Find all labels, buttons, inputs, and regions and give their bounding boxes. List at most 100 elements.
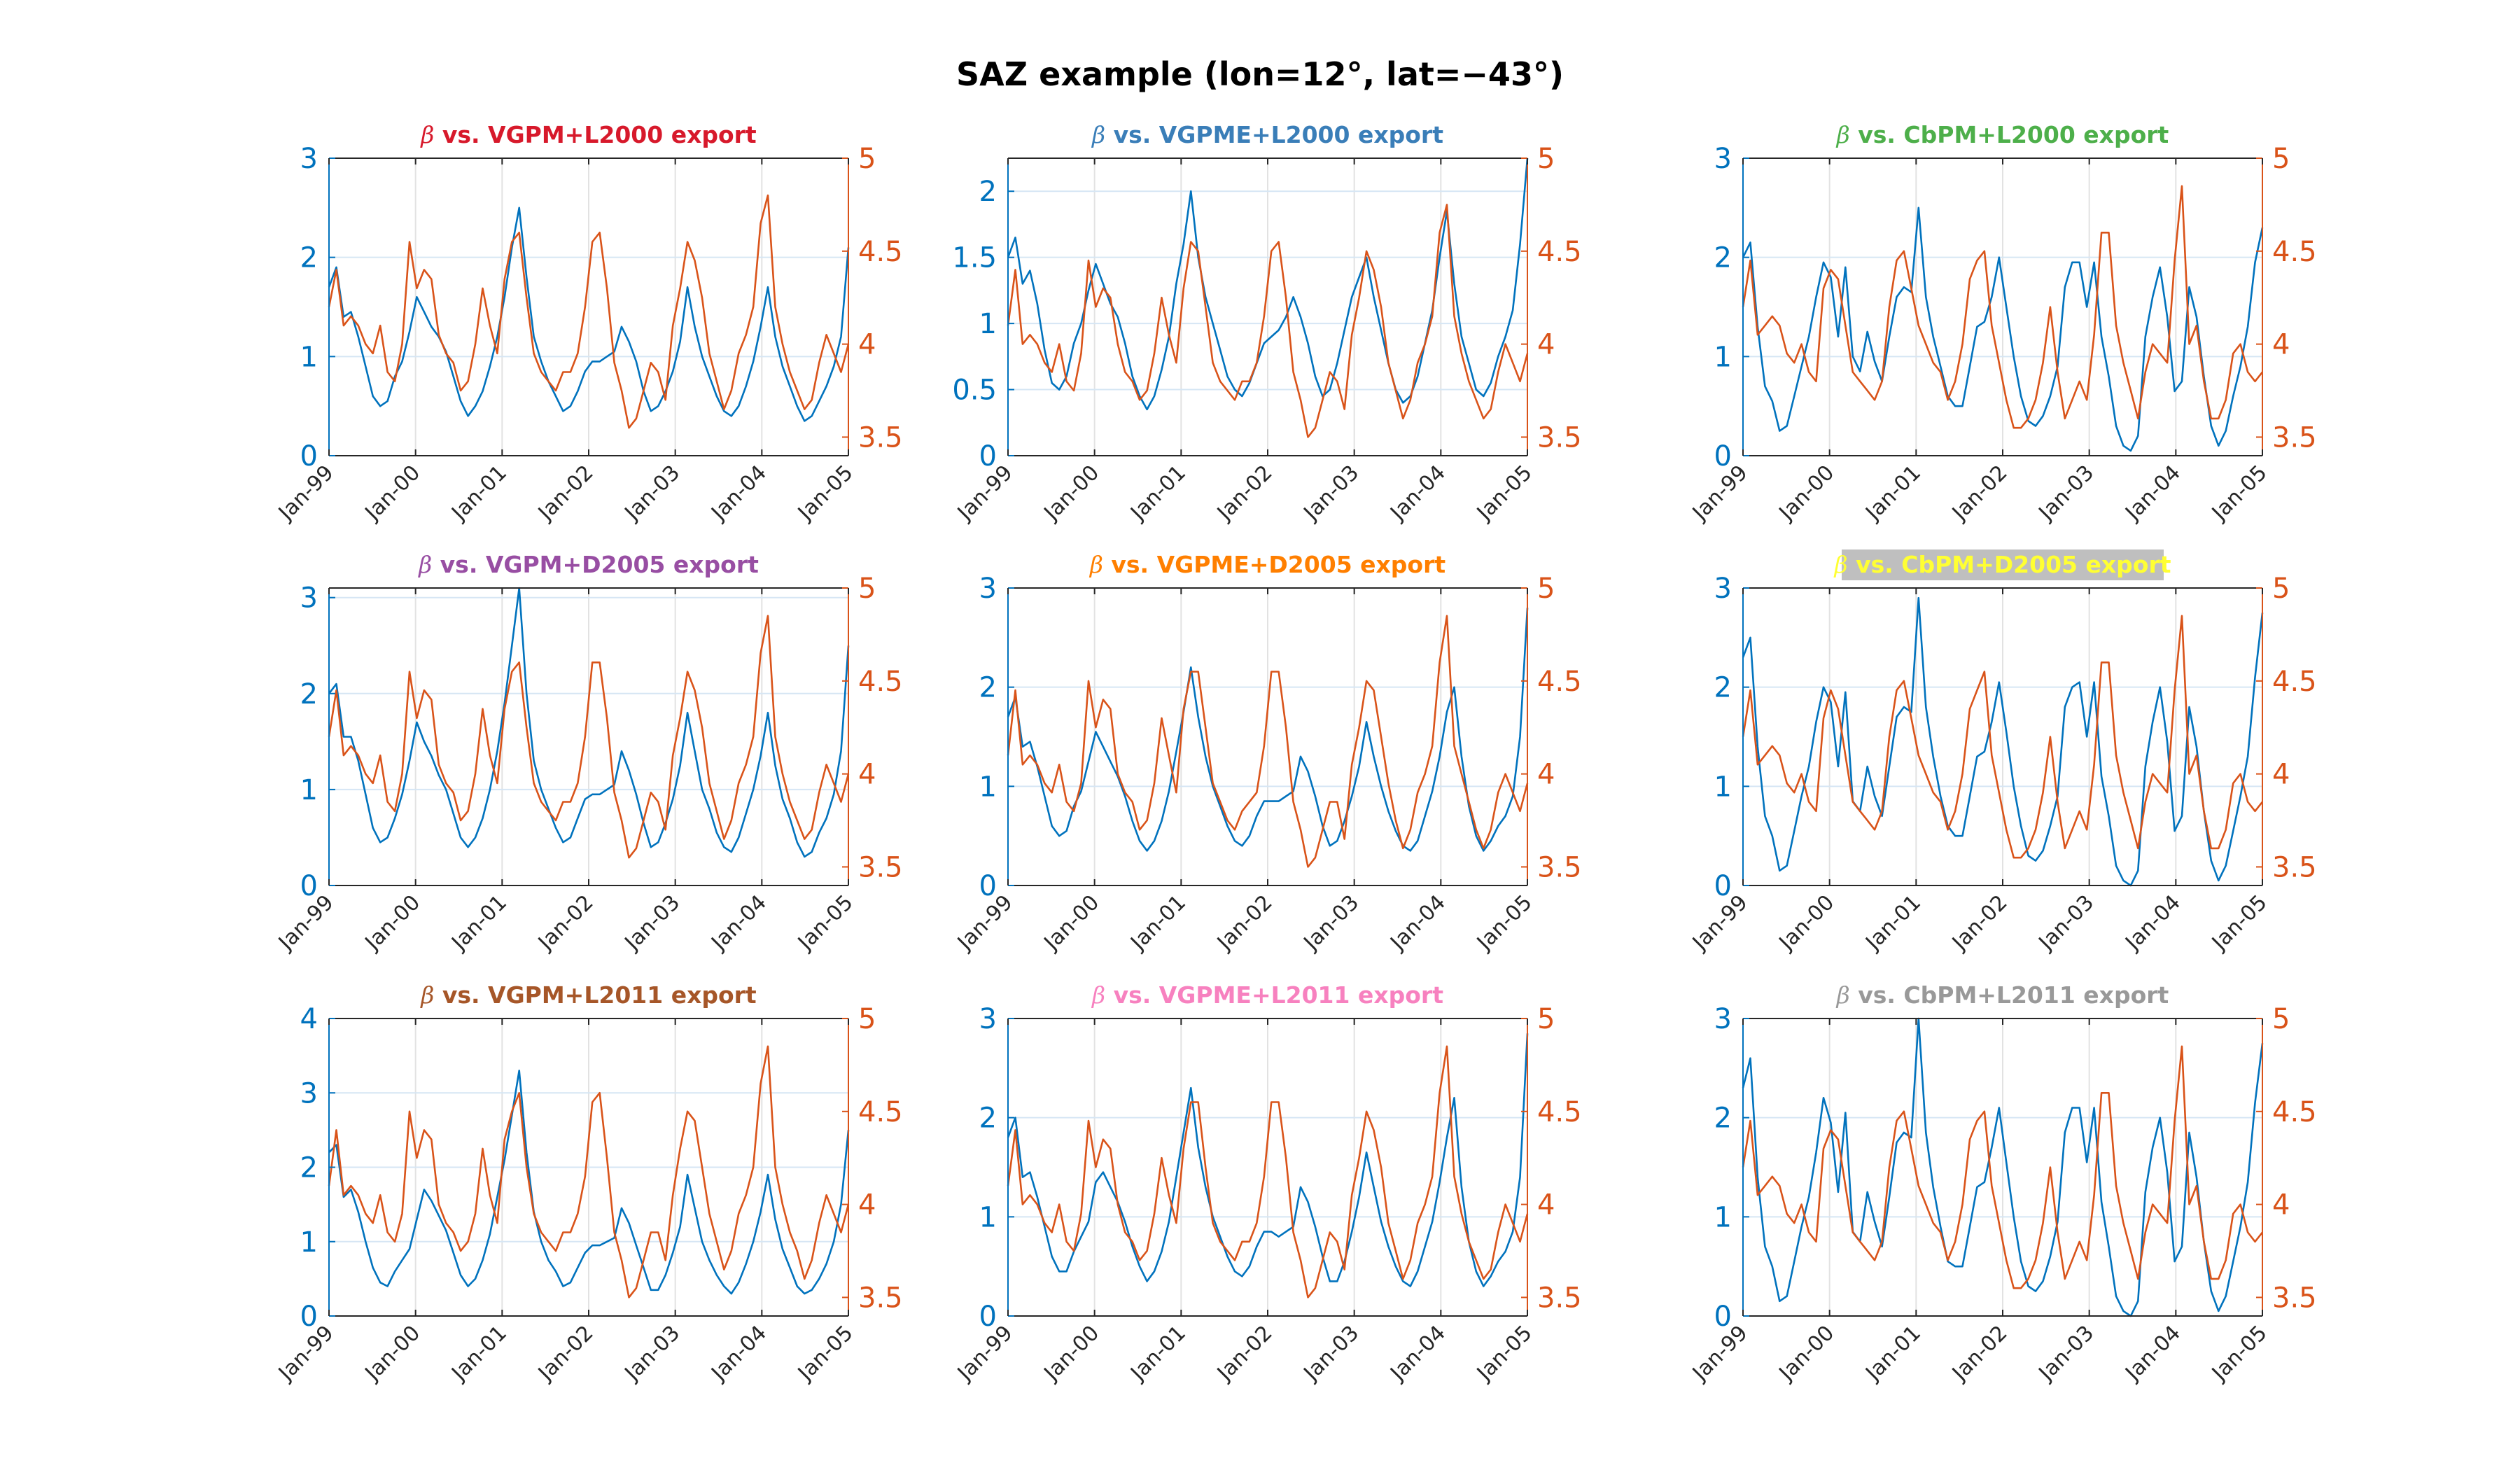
subplot-title: β vs. CbPM+L2011 export xyxy=(1835,981,2169,1009)
x-tick-label: Jan-01 xyxy=(1860,461,1926,526)
left-y-tick-label: 0 xyxy=(300,440,318,472)
x-tick-label: Jan-03 xyxy=(2033,890,2099,956)
right-y-tick-label: 4 xyxy=(1537,759,1555,791)
subplot-title: β vs. VGPME+L2000 export xyxy=(1091,121,1443,148)
x-tick-label: Jan-04 xyxy=(2120,890,2185,956)
x-tick-label: Jan-00 xyxy=(360,890,426,956)
left-y-tick-label: 2 xyxy=(300,678,318,710)
beta-series-line xyxy=(1742,1017,2264,1317)
right-y-tick-label: 4 xyxy=(858,329,876,361)
x-tick-label: Jan-02 xyxy=(1947,461,2012,526)
x-tick-label: Jan-05 xyxy=(2206,1321,2272,1387)
subplot-title-text: vs. CbPM+L2000 export xyxy=(1850,121,2169,148)
subplot-title-text: vs. VGPME+L2000 export xyxy=(1105,121,1443,148)
x-tick-label: Jan-01 xyxy=(1860,1321,1926,1387)
right-y-tick-label: 3.5 xyxy=(1537,1282,1582,1314)
right-y-tick-label: 3.5 xyxy=(2272,1282,2317,1314)
x-tick-label: Jan-04 xyxy=(706,461,771,526)
subplot-title-text: vs. VGPME+D2005 export xyxy=(1103,551,1446,578)
left-y-tick-label: 1 xyxy=(1714,341,1732,373)
export-series-line xyxy=(1742,1045,2264,1289)
left-y-tick-label: 1 xyxy=(979,308,997,340)
beta-series-line xyxy=(1007,1033,1529,1287)
right-y-tick-label: 5 xyxy=(1537,1003,1555,1035)
left-y-tick-label: 0 xyxy=(979,440,997,472)
right-y-tick-label: 4 xyxy=(858,759,876,791)
right-y-tick-label: 5 xyxy=(858,573,876,605)
beta-symbol: β xyxy=(419,981,434,1009)
x-tick-label: Jan-04 xyxy=(1385,1321,1450,1387)
right-y-tick-label: 4 xyxy=(2272,329,2290,361)
export-series-line xyxy=(1742,185,2264,429)
x-tick-label: Jan-03 xyxy=(620,890,685,956)
x-tick-label: Jan-04 xyxy=(1385,890,1450,956)
right-y-tick-label: 4.5 xyxy=(1537,1096,1582,1128)
beta-series-line xyxy=(328,206,850,422)
left-y-tick-label: 3 xyxy=(1714,1003,1732,1035)
left-y-tick-label: 4 xyxy=(300,1003,318,1035)
x-tick-label: Jan-05 xyxy=(2206,461,2272,526)
right-y-tick-label: 3.5 xyxy=(2272,421,2317,454)
right-y-tick-label: 4.5 xyxy=(2272,666,2317,698)
subplot-title: β vs. VGPME+D2005 export xyxy=(1088,551,1446,578)
left-y-tick-label: 2 xyxy=(300,1152,318,1184)
subplot-title-text: vs. VGPME+L2011 export xyxy=(1105,981,1443,1009)
x-tick-label: Jan-03 xyxy=(620,1321,685,1387)
x-tick-label: Jan-01 xyxy=(446,890,512,956)
beta-series-line xyxy=(328,587,850,858)
right-y-tick-label: 5 xyxy=(2272,573,2290,605)
left-y-tick-label: 3 xyxy=(979,573,997,605)
x-tick-label: Jan-02 xyxy=(533,890,598,956)
x-tick-label: Jan-01 xyxy=(1860,890,1926,956)
right-y-tick-label: 4.5 xyxy=(858,1096,903,1128)
right-y-tick-label: 4 xyxy=(2272,759,2290,791)
right-y-tick-label: 3.5 xyxy=(2272,851,2317,883)
x-tick-label: Jan-05 xyxy=(1471,461,1537,526)
subplot-title-text: vs. VGPM+L2000 export xyxy=(434,121,757,148)
export-series-line xyxy=(1007,615,1529,868)
x-tick-label: Jan-02 xyxy=(1212,461,1278,526)
x-tick-label: Jan-05 xyxy=(2206,890,2272,956)
left-y-tick-label: 1 xyxy=(300,774,318,806)
x-tick-label: Jan-00 xyxy=(1039,1321,1105,1387)
x-tick-label: Jan-05 xyxy=(792,461,858,526)
left-y-tick-label: 3 xyxy=(300,1077,318,1110)
left-y-tick-label: 1 xyxy=(979,1201,997,1233)
left-y-tick-label: 2 xyxy=(1714,1102,1732,1135)
x-tick-label: Jan-02 xyxy=(1212,890,1278,956)
right-y-tick-label: 3.5 xyxy=(858,1282,903,1314)
right-y-tick-label: 3.5 xyxy=(858,421,903,454)
x-tick-label: Jan-04 xyxy=(706,1321,771,1387)
x-tick-label: Jan-00 xyxy=(1774,890,1840,956)
x-tick-label: Jan-00 xyxy=(1039,461,1105,526)
right-y-tick-label: 4.5 xyxy=(858,666,903,698)
beta-symbol: β xyxy=(1088,551,1103,578)
x-tick-label: Jan-04 xyxy=(2120,1321,2185,1387)
x-tick-label: Jan-03 xyxy=(620,461,685,526)
right-y-tick-label: 4.5 xyxy=(858,236,903,268)
left-y-tick-label: 0 xyxy=(1714,440,1732,472)
x-tick-label: Jan-01 xyxy=(446,461,512,526)
x-tick-label: Jan-05 xyxy=(1471,1321,1537,1387)
subplot-title-text: vs. VGPM+L2011 export xyxy=(434,981,757,1009)
left-y-tick-label: 2 xyxy=(979,1102,997,1135)
beta-symbol: β xyxy=(1091,121,1105,148)
x-tick-label: Jan-03 xyxy=(1298,890,1364,956)
beta-symbol: β xyxy=(1835,981,1850,1009)
left-y-tick-label: 0 xyxy=(979,870,997,902)
right-y-tick-label: 4.5 xyxy=(2272,1096,2317,1128)
left-y-tick-label: 0 xyxy=(1714,1301,1732,1333)
x-tick-label: Jan-04 xyxy=(706,890,771,956)
beta-symbol: β xyxy=(1091,981,1105,1009)
x-tick-label: Jan-03 xyxy=(1298,461,1364,526)
right-y-tick-label: 5 xyxy=(2272,143,2290,175)
beta-symbol: β xyxy=(1833,551,1848,578)
x-tick-label: Jan-05 xyxy=(1471,890,1537,956)
x-tick-label: Jan-00 xyxy=(360,1321,426,1387)
x-tick-label: Jan-02 xyxy=(1947,1321,2012,1387)
